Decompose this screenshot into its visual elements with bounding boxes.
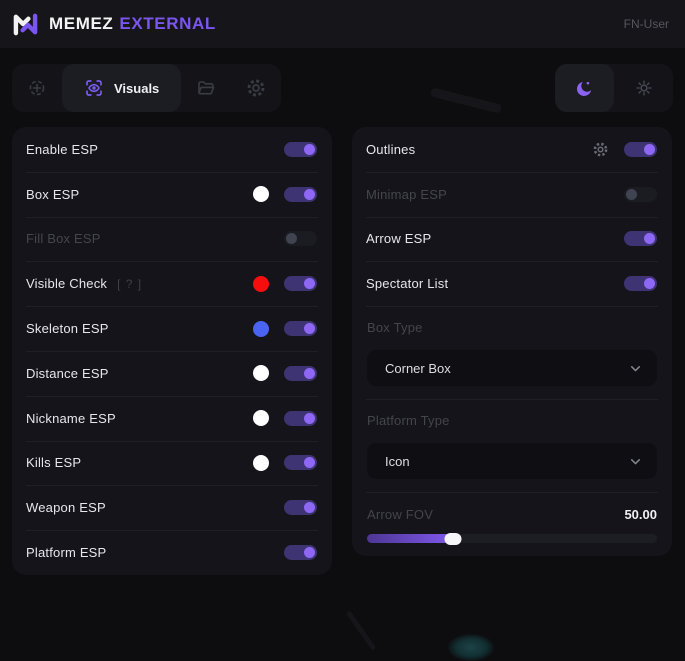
username-label: FN-User	[623, 17, 669, 31]
tab-visuals-label: Visuals	[114, 80, 160, 96]
slider-knob[interactable]	[444, 532, 462, 545]
distance-esp-toggle[interactable]	[284, 365, 317, 381]
setting-row-minimap-esp: Minimap ESP	[352, 171, 672, 217]
setting-label: Arrow ESP	[366, 231, 432, 247]
outlines-settings-gear-icon[interactable]	[592, 141, 609, 158]
folder-icon	[198, 81, 215, 95]
weapon-esp-toggle[interactable]	[284, 500, 317, 516]
visuals-panel-right: Outlines Minimap ESP Arrow ESP Spectator…	[352, 127, 672, 557]
tab-settings[interactable]	[231, 64, 281, 112]
setting-row-outlines: Outlines	[352, 127, 672, 172]
tab-visuals[interactable]: Visuals	[62, 64, 182, 112]
setting-label: Kills ESP	[26, 455, 82, 471]
tab-configs[interactable]	[181, 64, 231, 112]
enable-esp-toggle[interactable]	[284, 141, 317, 157]
outlines-toggle[interactable]	[624, 141, 657, 157]
distance-esp-color-swatch[interactable]	[253, 365, 269, 382]
tab-aim[interactable]	[12, 64, 62, 112]
setting-label: Enable ESP	[26, 141, 99, 157]
arrow-esp-toggle[interactable]	[624, 231, 657, 247]
spectator-list-toggle[interactable]	[624, 276, 657, 292]
minimap-esp-toggle[interactable]	[624, 186, 657, 202]
setting-label: Outlines	[366, 141, 416, 157]
box-type-label: Box Type	[367, 320, 423, 336]
fill-box-esp-toggle[interactable]	[284, 231, 317, 247]
setting-row-distance-esp: Distance ESP	[12, 350, 332, 396]
setting-row-visible-check: Visible Check [ ? ]	[12, 261, 332, 306]
gear-icon	[247, 79, 265, 97]
chevron-down-icon	[631, 458, 640, 464]
platform-type-select[interactable]: Icon	[367, 443, 657, 480]
sun-icon	[635, 80, 652, 96]
setting-label: Nickname ESP	[26, 410, 116, 426]
platform-type-value: Icon	[385, 453, 410, 469]
crosshair-icon	[29, 80, 45, 96]
app-title: MEMEZ EXTERNAL	[49, 14, 216, 34]
moon-icon	[576, 81, 592, 96]
background-artifact	[345, 610, 377, 651]
app-title-accent: EXTERNAL	[119, 14, 216, 33]
setting-row-box-esp: Box ESP	[12, 171, 332, 217]
setting-row-skeleton-esp: Skeleton ESP	[12, 306, 332, 351]
arrow-fov-section: Arrow FOV 50.00	[352, 492, 672, 556]
setting-label: Box ESP	[26, 186, 80, 202]
theme-light-button[interactable]	[614, 64, 673, 112]
help-hint: [ ? ]	[117, 276, 143, 291]
setting-row-fill-box-esp: Fill Box ESP	[12, 216, 332, 262]
box-type-value: Corner Box	[385, 360, 451, 376]
nickname-esp-toggle[interactable]	[284, 410, 317, 426]
theme-dark-button[interactable]	[555, 64, 614, 112]
setting-row-arrow-esp: Arrow ESP	[352, 216, 672, 262]
setting-row-weapon-esp: Weapon ESP	[12, 485, 332, 530]
setting-label: Fill Box ESP	[26, 231, 101, 247]
nav-toolbar: Visuals	[12, 64, 282, 112]
chevron-down-icon	[631, 365, 640, 371]
platform-type-section: Platform Type Icon	[352, 399, 672, 492]
platform-type-label: Platform Type	[367, 413, 450, 429]
app-title-primary: MEMEZ	[49, 14, 114, 33]
setting-row-spectator-list: Spectator List	[352, 261, 672, 306]
setting-label: Weapon ESP	[26, 500, 106, 516]
visuals-panel-left: Enable ESP Box ESP Fill Box ESP Visible …	[12, 127, 332, 575]
setting-row-platform-esp: Platform ESP	[12, 530, 332, 575]
eye-scan-icon	[86, 80, 102, 96]
box-type-section: Box Type Corner Box	[352, 306, 672, 399]
setting-row-nickname-esp: Nickname ESP	[12, 395, 332, 441]
theme-switcher	[555, 64, 673, 112]
box-esp-color-swatch[interactable]	[253, 186, 269, 203]
skeleton-esp-color-swatch[interactable]	[253, 320, 269, 337]
app-logo-icon	[13, 13, 38, 35]
setting-label: Spectator List	[366, 276, 449, 292]
setting-row-enable-esp: Enable ESP	[12, 127, 332, 172]
nickname-esp-color-swatch[interactable]	[253, 410, 269, 427]
box-esp-toggle[interactable]	[284, 186, 317, 202]
setting-label: Minimap ESP	[366, 186, 447, 202]
kills-esp-color-swatch[interactable]	[253, 454, 269, 471]
slider-fill	[367, 534, 454, 544]
visible-check-toggle[interactable]	[284, 276, 317, 292]
kills-esp-toggle[interactable]	[284, 455, 317, 471]
setting-label: Visible Check	[26, 276, 108, 292]
setting-label: Skeleton ESP	[26, 321, 109, 337]
skeleton-esp-toggle[interactable]	[284, 321, 317, 337]
background-artifact	[448, 634, 494, 661]
arrow-fov-slider[interactable]	[367, 532, 657, 545]
arrow-fov-value: 50.00	[624, 506, 657, 522]
header: MEMEZ EXTERNAL FN-User	[0, 0, 685, 48]
setting-label: Distance ESP	[26, 365, 109, 381]
box-type-select[interactable]: Corner Box	[367, 350, 657, 387]
arrow-fov-label: Arrow FOV	[367, 506, 434, 522]
visible-check-color-swatch[interactable]	[253, 275, 269, 292]
setting-row-kills-esp: Kills ESP	[12, 440, 332, 486]
platform-esp-toggle[interactable]	[284, 545, 317, 561]
brand: MEMEZ EXTERNAL	[12, 13, 216, 36]
setting-label: Platform ESP	[26, 545, 107, 561]
